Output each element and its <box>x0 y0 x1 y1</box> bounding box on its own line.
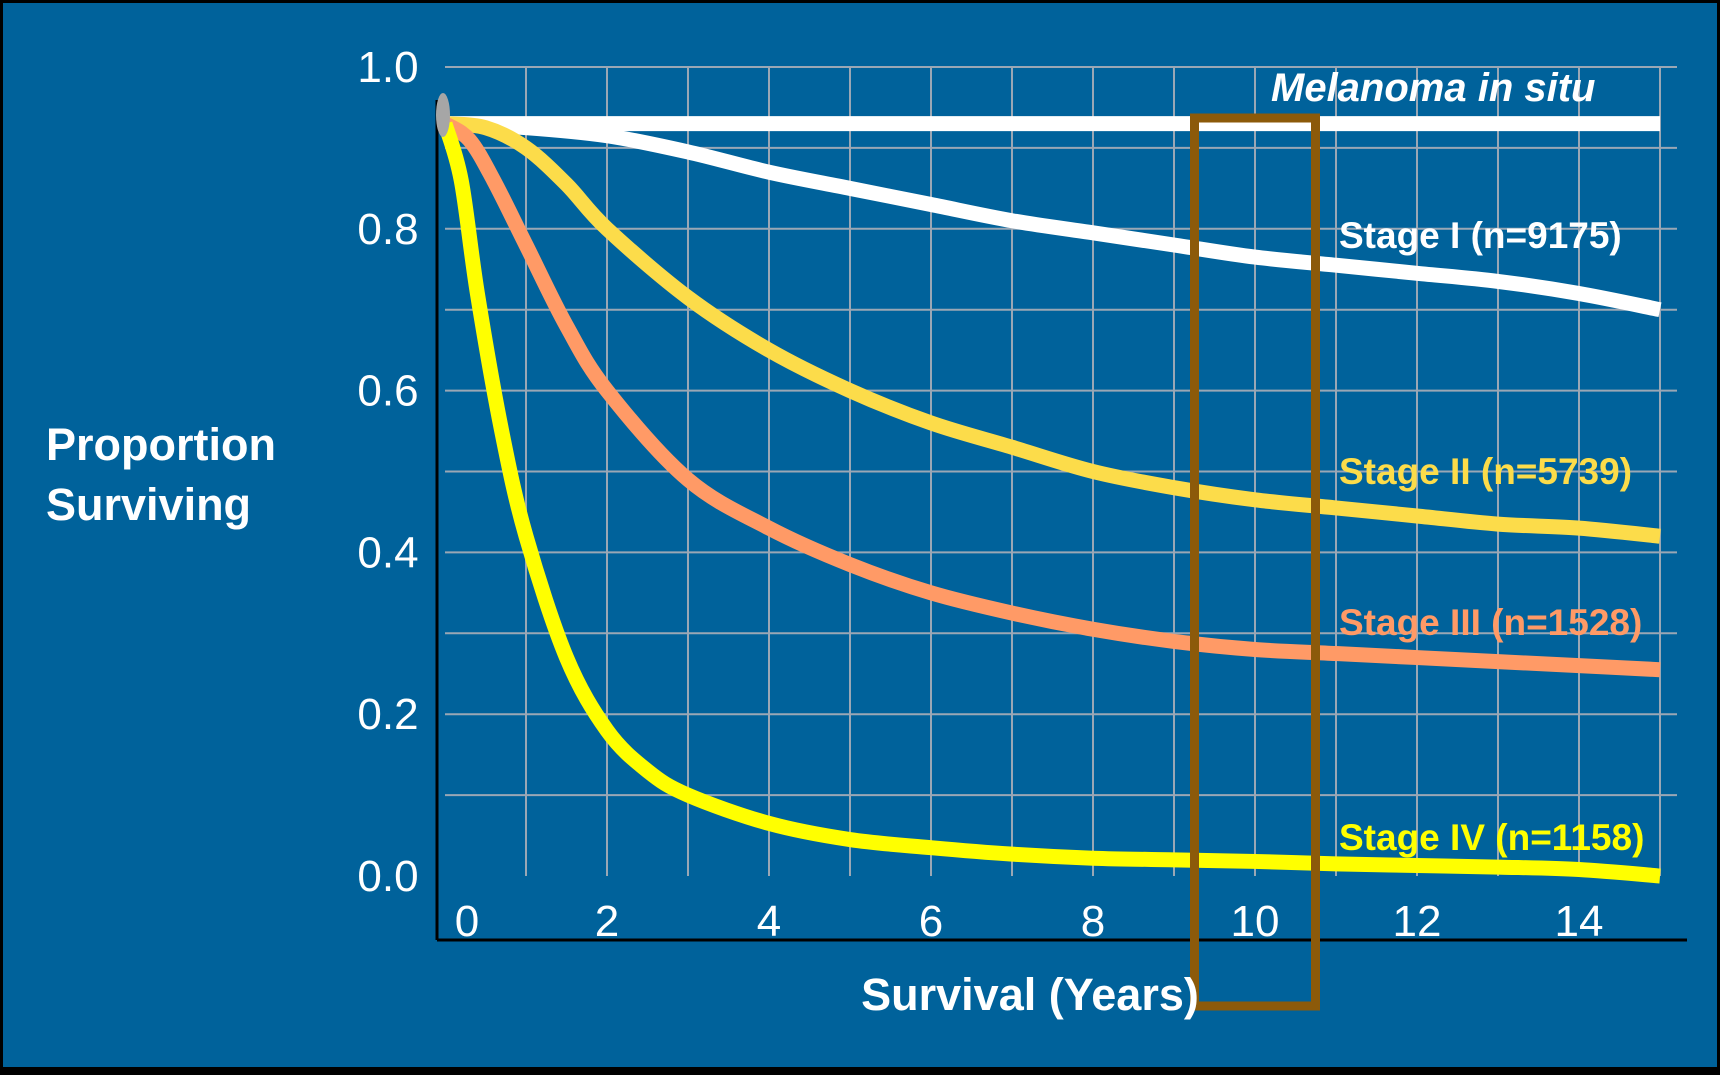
series-lines <box>436 93 1662 884</box>
y-tick-label: 1.0 <box>357 43 418 92</box>
y-axis-title-line-2: Surviving <box>46 479 251 530</box>
x-tick-label: 14 <box>1555 897 1604 946</box>
x-tick-label: 10 <box>1231 897 1280 946</box>
series-label-stage-1: Stage I (n=9175) <box>1339 215 1622 256</box>
series-label-stage-3: Stage III (n=1528) <box>1339 602 1642 643</box>
origin-marker <box>436 93 450 137</box>
x-tick-label: 6 <box>919 897 943 946</box>
y-tick-label: 0.0 <box>357 852 418 901</box>
y-axis-title: Proportion Surviving <box>46 419 288 530</box>
highlight-box <box>1190 113 1320 1011</box>
x-tick-label: 12 <box>1393 897 1442 946</box>
tick-labels: 0.0 0.2 0.4 0.6 0.8 1.0 0 2 4 6 8 10 12 14 <box>357 43 1603 946</box>
y-tick-label: 0.4 <box>357 528 418 577</box>
y-axis-title-line-1: Proportion <box>46 419 276 470</box>
axes <box>435 100 1687 942</box>
series-label-stage-4: Stage IV (n=1158) <box>1339 817 1644 858</box>
series-line-stage-3 <box>440 117 1661 678</box>
series-label-stage-2: Stage II (n=5739) <box>1339 451 1632 492</box>
x-tick-label: 8 <box>1081 897 1105 946</box>
series-line-stage-2 <box>444 116 1661 544</box>
x-tick-label: 4 <box>757 897 781 946</box>
x-axis-title: Survival (Years) <box>861 969 1199 1020</box>
x-tick-label: 0 <box>455 897 479 946</box>
series-line-stage-4 <box>437 121 1661 884</box>
y-tick-label: 0.2 <box>357 690 418 739</box>
series-label-in-situ: Melanoma in situ <box>1271 66 1596 110</box>
series-line-stage-1 <box>444 116 1662 318</box>
x-tick-label: 2 <box>595 897 619 946</box>
y-tick-label: 0.6 <box>357 367 418 416</box>
y-tick-label: 0.8 <box>357 205 418 254</box>
series-labels: Melanoma in situ Stage I (n=9175) Stage II… <box>1271 66 1644 858</box>
highlight-layer <box>1190 113 1320 1011</box>
